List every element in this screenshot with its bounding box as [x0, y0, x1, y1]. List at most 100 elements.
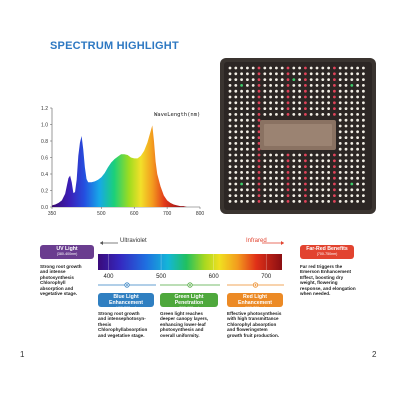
led-dot	[309, 89, 313, 93]
led-dot	[356, 147, 359, 151]
led-dot	[333, 188, 336, 192]
led-dot	[327, 182, 330, 186]
led-dot	[356, 66, 359, 70]
x-tick-label: 700	[163, 211, 172, 217]
led-dot	[286, 84, 290, 87]
led-dot	[286, 165, 290, 168]
led-dot	[356, 171, 359, 174]
led-dot	[344, 118, 348, 122]
red-desc-line: and floweringstem	[227, 327, 268, 333]
led-dot	[275, 171, 278, 174]
led-dot	[269, 171, 272, 174]
led-dot	[321, 66, 325, 70]
led-dot	[344, 89, 348, 93]
led-dot	[228, 84, 232, 87]
led-dot	[309, 176, 313, 180]
led-dot	[298, 171, 301, 174]
led-dot	[321, 153, 325, 157]
led-dot	[292, 84, 296, 87]
led-dot	[234, 188, 238, 192]
led-dot	[251, 171, 255, 174]
led-dot	[362, 147, 365, 151]
led-dot	[240, 159, 243, 163]
led-dot	[263, 95, 267, 99]
led-dot	[362, 182, 365, 186]
led-dot	[315, 113, 319, 116]
led-dot	[269, 159, 272, 163]
led-dot	[286, 95, 290, 99]
led-dot	[234, 147, 238, 151]
spectrum-tick-label: 400	[104, 274, 115, 280]
led-dot	[309, 107, 313, 110]
led-dot	[350, 107, 354, 110]
led-dot	[280, 176, 284, 180]
led-dot	[234, 89, 238, 93]
led-dot	[246, 153, 249, 157]
led-dot	[251, 188, 255, 192]
led-dot	[333, 159, 336, 163]
led-dot	[338, 78, 342, 81]
led-dot	[263, 188, 267, 192]
led-dot	[240, 95, 243, 99]
led-dot	[263, 101, 267, 105]
far-red-description: Far red triggers the Emerson Enhancement…	[300, 264, 370, 296]
led-dot	[338, 147, 342, 151]
led-dot	[321, 165, 325, 168]
blue-band-indicator-dot-center	[126, 284, 128, 286]
led-dot	[362, 89, 365, 93]
led-dot	[246, 66, 249, 70]
led-dot	[263, 72, 267, 76]
led-dot	[269, 107, 272, 110]
red-desc-line: growth fruit production.	[227, 332, 280, 338]
led-dot	[228, 188, 232, 192]
led-dot	[344, 171, 348, 174]
led-dot	[234, 101, 238, 105]
led-dot	[362, 159, 365, 163]
led-dot	[286, 159, 290, 163]
led-dot	[280, 107, 284, 110]
led-dot	[234, 72, 238, 76]
led-dot	[292, 171, 296, 174]
led-dot	[338, 89, 342, 93]
led-dot	[338, 107, 342, 110]
led-dot	[286, 194, 290, 198]
led-dot	[333, 194, 336, 198]
led-dot	[356, 107, 359, 110]
led-dot	[298, 113, 301, 116]
red-light-description: Effective photosynthesis with high trans…	[227, 311, 293, 338]
led-dot	[240, 130, 243, 134]
uv-desc-line: absorption and	[40, 285, 74, 291]
led-dot	[321, 72, 325, 76]
led-dot	[304, 89, 307, 93]
led-dot	[246, 171, 249, 174]
led-dot	[362, 78, 365, 81]
green-desc-line: Green light reaches	[160, 311, 203, 316]
spectrum-area	[52, 125, 200, 207]
chart-plot: 0.0 0.2 0.4 0.6 0.8 1.0 1.2 350 500 600 700 800	[41, 106, 204, 217]
led-dot	[234, 153, 238, 157]
led-dot	[257, 159, 261, 163]
led-dot	[280, 153, 284, 157]
led-dot	[257, 89, 261, 93]
led-dot	[228, 176, 232, 180]
led-dot	[362, 142, 365, 145]
led-dot	[257, 113, 261, 116]
led-dot	[292, 165, 296, 168]
led-dot	[246, 165, 249, 168]
led-dot	[321, 176, 325, 180]
led-dot	[333, 89, 336, 93]
led-dot	[286, 89, 290, 93]
led-dot	[321, 200, 325, 203]
led-dot	[350, 142, 354, 145]
spectrum-bar: 400 500 600 700	[98, 241, 284, 288]
led-dot	[263, 182, 267, 186]
led-dot	[286, 101, 290, 105]
led-dot	[304, 72, 307, 76]
led-dot	[286, 200, 290, 203]
led-dot	[350, 153, 354, 157]
led-dot	[240, 66, 243, 70]
red-desc-line: Effective photosynthesis	[227, 311, 282, 316]
led-dot	[344, 130, 348, 134]
led-dot	[269, 188, 272, 192]
y-tick-label: 0.6	[41, 155, 48, 161]
